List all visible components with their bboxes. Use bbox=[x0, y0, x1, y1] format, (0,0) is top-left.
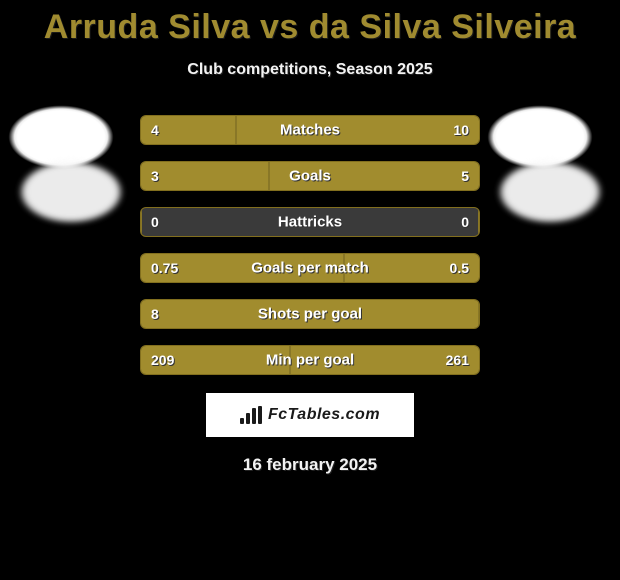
bar-value-right: 10 bbox=[453, 122, 469, 138]
avatar-right-1 bbox=[487, 105, 593, 169]
bar-fill-left bbox=[141, 208, 142, 236]
bar-row: 3 Goals 5 bbox=[140, 161, 480, 191]
bar-value-left: 8 bbox=[151, 306, 159, 322]
date-text: 16 february 2025 bbox=[0, 455, 620, 475]
bar-row: 0 Hattricks 0 bbox=[140, 207, 480, 237]
bar-label: Matches bbox=[280, 122, 340, 139]
bar-row: 209 Min per goal 261 bbox=[140, 345, 480, 375]
bar-fill-right bbox=[236, 116, 479, 144]
source-badge-label: FcTables.com bbox=[268, 406, 380, 424]
bar-value-left: 3 bbox=[151, 168, 159, 184]
bar-label: Min per goal bbox=[266, 352, 354, 369]
bar-fill-right bbox=[478, 300, 479, 328]
bar-row: 4 Matches 10 bbox=[140, 115, 480, 145]
source-badge: FcTables.com bbox=[206, 393, 414, 437]
bar-label: Shots per goal bbox=[258, 306, 362, 323]
bar-row: 0.75 Goals per match 0.5 bbox=[140, 253, 480, 283]
avatar-right-2 bbox=[497, 160, 603, 224]
avatar-left-1 bbox=[8, 105, 114, 169]
bar-value-right: 0 bbox=[461, 214, 469, 230]
bar-value-left: 4 bbox=[151, 122, 159, 138]
bar-fill-left bbox=[141, 162, 269, 190]
comparison-card: Arruda Silva vs da Silva Silveira Club c… bbox=[0, 0, 620, 580]
bar-chart-icon bbox=[240, 406, 262, 424]
bar-row: 8 Shots per goal bbox=[140, 299, 480, 329]
bar-value-left: 0.75 bbox=[151, 260, 178, 276]
avatar-left-2 bbox=[18, 160, 124, 224]
bar-label: Hattricks bbox=[278, 214, 342, 231]
bar-value-right: 261 bbox=[446, 352, 469, 368]
bar-value-left: 0 bbox=[151, 214, 159, 230]
page-title: Arruda Silva vs da Silva Silveira bbox=[0, 0, 620, 47]
bar-value-left: 209 bbox=[151, 352, 174, 368]
page-subtitle: Club competitions, Season 2025 bbox=[0, 61, 620, 79]
comparison-bars: 4 Matches 10 3 Goals 5 0 Hattricks 0 0.7… bbox=[140, 115, 480, 375]
bar-label: Goals per match bbox=[251, 260, 369, 277]
bar-fill-right bbox=[478, 208, 479, 236]
bar-value-right: 5 bbox=[461, 168, 469, 184]
bar-value-right: 0.5 bbox=[450, 260, 469, 276]
bar-label: Goals bbox=[289, 168, 331, 185]
